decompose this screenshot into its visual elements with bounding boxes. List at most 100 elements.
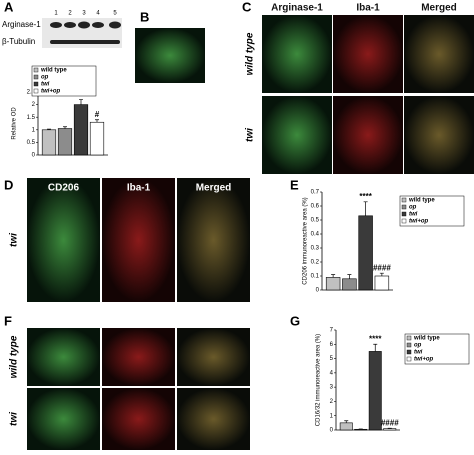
- legend-swatch: [34, 68, 38, 72]
- error-bar: [373, 344, 377, 351]
- y-tick-label: 0.7: [311, 190, 320, 196]
- bar: [384, 429, 396, 430]
- bar: [340, 423, 352, 430]
- legend-label: wild type: [408, 198, 435, 204]
- micrograph: [262, 96, 332, 174]
- error-bar: [95, 120, 99, 123]
- y-tick-label: 0: [316, 288, 320, 294]
- error-bar: [331, 275, 335, 278]
- legend-label: op: [41, 75, 49, 81]
- column-label: Merged: [421, 3, 457, 14]
- blot-row-label: Arginase-1: [2, 20, 41, 29]
- row-label: wild type: [9, 335, 20, 378]
- micrograph: [135, 28, 205, 83]
- legend-swatch: [34, 75, 38, 79]
- bar: [369, 351, 381, 430]
- bar: [326, 277, 340, 290]
- panel-label: D: [4, 177, 13, 192]
- legend-label: twi+op: [41, 89, 61, 95]
- error-bar: [79, 100, 83, 105]
- legend-swatch: [402, 212, 406, 216]
- significance-label: ####: [373, 263, 391, 272]
- row-label: twi: [9, 233, 20, 247]
- micrograph: [177, 178, 250, 302]
- y-tick-label: 1: [330, 413, 334, 419]
- y-tick-label: 7: [330, 328, 334, 334]
- y-tick-label: 0.6: [311, 204, 320, 210]
- significance-label: ****: [369, 334, 382, 343]
- legend-swatch: [402, 198, 406, 202]
- lane-label: 5: [113, 11, 117, 17]
- panel-label: C: [242, 0, 252, 14]
- y-tick-label: 0.1: [311, 274, 320, 280]
- column-label: Merged: [196, 317, 232, 328]
- panel-label: B: [140, 9, 149, 24]
- y-tick-label: 1: [32, 127, 36, 133]
- y-tick-label: 1.5: [27, 115, 36, 121]
- legend-swatch: [34, 89, 38, 93]
- y-tick-label: 0.3: [311, 246, 320, 252]
- legend-swatch: [402, 205, 406, 209]
- significance-label: ####: [381, 418, 399, 427]
- column-label: CD16/32: [44, 317, 84, 328]
- micrograph: [27, 178, 100, 302]
- micrograph: [404, 15, 474, 93]
- legend-swatch: [407, 336, 411, 340]
- y-tick-label: 6: [330, 342, 334, 348]
- column-label: Arginase-1: [271, 3, 323, 14]
- lane-label: 3: [82, 11, 86, 17]
- row-label: twi: [245, 128, 256, 142]
- micrograph: [102, 178, 175, 302]
- y-tick-label: 0.5: [311, 218, 320, 224]
- bar: [74, 105, 88, 155]
- y-tick-label: 0: [32, 153, 36, 159]
- micrograph: [177, 388, 250, 450]
- y-tick-label: 4: [330, 370, 334, 376]
- micrograph: [177, 328, 250, 386]
- column-label: CD206: [48, 183, 80, 194]
- panel-label: E: [290, 177, 299, 192]
- micrograph: [262, 15, 332, 93]
- column-label: Iba-1: [356, 3, 380, 14]
- lane-label: 2: [68, 11, 72, 17]
- bar: [355, 429, 367, 430]
- legend-label: op: [414, 343, 422, 349]
- bar: [42, 130, 56, 155]
- y-tick-label: 2: [330, 399, 334, 405]
- y-axis-label: CD206 immunoreactive area (%): [303, 197, 309, 284]
- panel-label: G: [290, 313, 300, 328]
- bar: [375, 276, 389, 290]
- micrograph: [27, 328, 100, 386]
- y-tick-label: 5: [330, 356, 334, 362]
- error-bar: [364, 202, 368, 216]
- micrograph: [102, 388, 175, 450]
- legend-label: twi: [409, 212, 418, 218]
- y-tick-label: 0.5: [27, 140, 36, 146]
- y-tick-label: 0.2: [311, 260, 320, 266]
- row-label: twi: [9, 412, 20, 426]
- legend-swatch: [407, 350, 411, 354]
- lane-label: 4: [96, 11, 100, 17]
- micrograph: [27, 388, 100, 450]
- column-label: Iba-1: [127, 183, 151, 194]
- panel-label: F: [4, 313, 12, 328]
- legend-label: twi: [41, 82, 50, 88]
- y-tick-label: 0.4: [311, 232, 320, 238]
- legend-label: twi+op: [414, 357, 434, 363]
- row-label: wild type: [245, 32, 256, 75]
- legend-label: op: [409, 205, 417, 211]
- legend-swatch: [34, 82, 38, 86]
- bar: [90, 122, 104, 155]
- legend-swatch: [407, 343, 411, 347]
- y-tick-label: 2: [32, 102, 36, 108]
- bar: [342, 279, 356, 290]
- error-bar: [380, 273, 384, 276]
- significance-label: ****: [359, 192, 372, 201]
- error-bar: [347, 275, 351, 279]
- lane-label: 1: [54, 11, 58, 17]
- micrograph: [102, 328, 175, 386]
- panel-label: A: [4, 0, 14, 14]
- micrograph: [333, 15, 403, 93]
